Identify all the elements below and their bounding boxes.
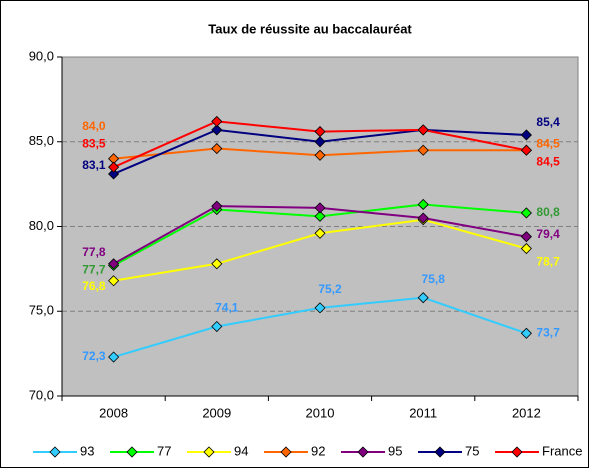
data-point bbox=[417, 144, 429, 156]
legend-label: 94 bbox=[234, 443, 248, 458]
value-label: 80,8 bbox=[536, 205, 560, 219]
legend-marker bbox=[357, 446, 369, 458]
value-label: 78,7 bbox=[536, 255, 560, 269]
data-point bbox=[314, 136, 326, 148]
chart-title: Taux de réussite au baccalauréat bbox=[208, 21, 412, 36]
value-label: 77,7 bbox=[82, 263, 106, 277]
y-tick-label: 80,0 bbox=[29, 218, 54, 233]
data-point bbox=[211, 320, 223, 333]
data-point bbox=[417, 292, 429, 304]
x-tick-label: 2009 bbox=[202, 405, 231, 420]
data-point bbox=[314, 302, 326, 314]
data-point bbox=[108, 275, 120, 287]
legend-marker bbox=[49, 446, 61, 458]
x-tick-label: 2008 bbox=[99, 405, 128, 420]
value-label: 84,5 bbox=[536, 154, 560, 168]
value-label: 74,1 bbox=[215, 301, 239, 315]
data-point bbox=[211, 124, 223, 136]
value-label: 85,4 bbox=[536, 115, 560, 129]
value-label: 76,8 bbox=[82, 279, 106, 293]
value-label: 83,1 bbox=[82, 158, 106, 172]
value-label: 73,7 bbox=[536, 325, 560, 339]
value-label: 84,0 bbox=[82, 119, 106, 133]
data-point bbox=[211, 115, 223, 127]
x-tick-label: 2010 bbox=[306, 405, 335, 420]
legend-marker bbox=[511, 446, 523, 458]
data-point bbox=[314, 126, 326, 138]
data-point bbox=[211, 200, 223, 212]
data-point bbox=[520, 327, 532, 339]
legend-label: France bbox=[542, 443, 582, 458]
legend-marker bbox=[434, 446, 446, 458]
data-point bbox=[211, 142, 223, 155]
data-point bbox=[314, 202, 326, 214]
data-point bbox=[314, 210, 326, 222]
legend-marker bbox=[203, 446, 215, 458]
data-point bbox=[314, 227, 326, 239]
value-label: 84,5 bbox=[536, 136, 560, 150]
data-point bbox=[417, 212, 429, 224]
legend-marker bbox=[280, 446, 292, 458]
legend-label: 77 bbox=[157, 443, 171, 458]
value-label: 75,8 bbox=[422, 272, 446, 286]
value-label: 79,4 bbox=[536, 227, 560, 241]
y-tick-label: 85,0 bbox=[29, 133, 54, 148]
x-tick-label: 2012 bbox=[512, 405, 541, 420]
data-point bbox=[520, 207, 532, 219]
legend-label: 95 bbox=[388, 443, 402, 458]
data-point bbox=[108, 351, 120, 363]
value-label: 72,3 bbox=[82, 349, 106, 363]
legend-label: 92 bbox=[311, 443, 325, 458]
y-tick-label: 70,0 bbox=[29, 387, 54, 402]
data-point bbox=[520, 129, 532, 141]
value-label: 75,2 bbox=[318, 282, 342, 296]
x-tick-label: 2011 bbox=[409, 405, 437, 420]
data-point bbox=[211, 258, 223, 270]
data-point bbox=[417, 124, 429, 136]
legend-label: 75 bbox=[465, 443, 479, 458]
data-point bbox=[108, 161, 120, 173]
legend-label: 93 bbox=[80, 443, 94, 458]
data-point bbox=[520, 242, 532, 255]
data-point bbox=[108, 168, 120, 180]
value-label: 83,5 bbox=[82, 136, 106, 150]
data-point bbox=[108, 258, 120, 270]
y-tick-label: 90,0 bbox=[29, 48, 54, 63]
data-point bbox=[417, 198, 429, 211]
legend-marker bbox=[126, 446, 138, 458]
data-point bbox=[520, 144, 532, 156]
value-label: 77,8 bbox=[82, 245, 106, 259]
data-point bbox=[520, 231, 532, 243]
data-point bbox=[314, 149, 326, 161]
y-tick-label: 75,0 bbox=[29, 303, 54, 318]
